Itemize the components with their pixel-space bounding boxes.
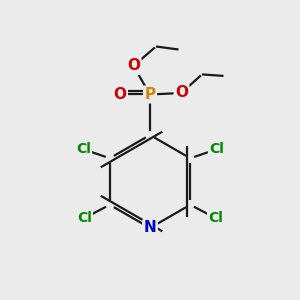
Text: P: P [144,87,156,102]
Text: Cl: Cl [209,142,224,156]
Text: N: N [144,220,156,236]
Text: Cl: Cl [77,211,92,225]
Text: O: O [113,87,127,102]
Text: O: O [127,58,140,74]
Text: Cl: Cl [76,142,91,156]
Text: O: O [175,85,188,100]
Text: Cl: Cl [208,211,223,225]
